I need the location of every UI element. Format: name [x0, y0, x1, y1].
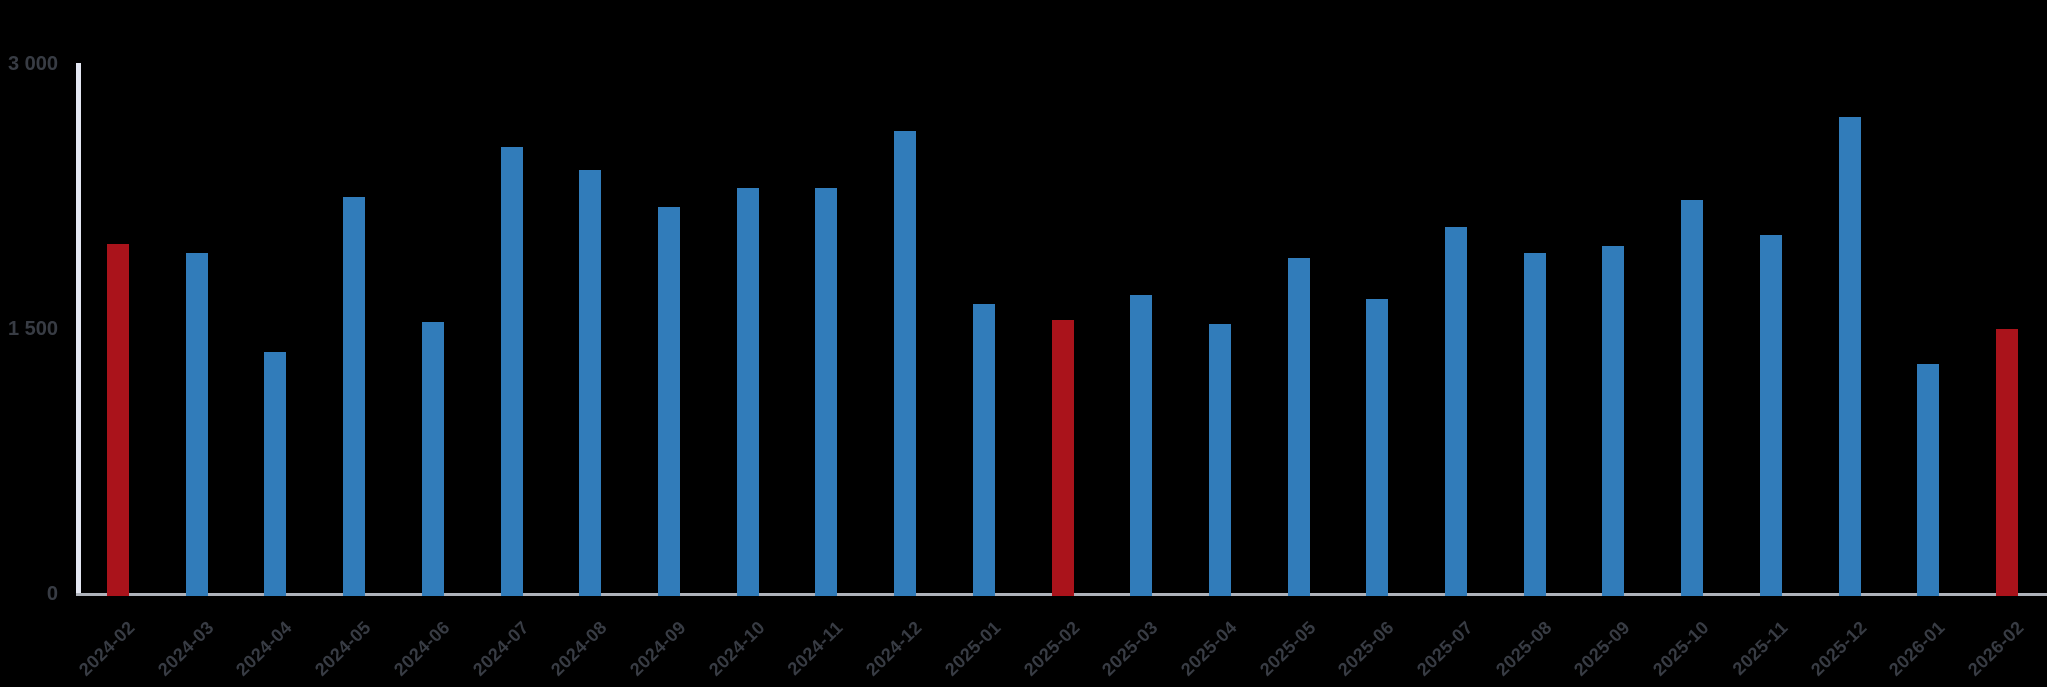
- bar-2025-10: [1681, 200, 1703, 596]
- bar-2024-09: [658, 207, 680, 596]
- x-tick-label: 2025-10: [1648, 617, 1713, 680]
- x-tick-label: 2024-07: [468, 617, 533, 680]
- x-tick-label: 2025-07: [1412, 617, 1477, 680]
- y-tick-label: 3 000: [7, 53, 58, 75]
- x-tick-label: 2024-06: [389, 617, 454, 680]
- x-tick-label: 2026-01: [1884, 617, 1949, 680]
- x-tick-label: 2025-04: [1176, 617, 1241, 680]
- x-tick-label: 2025-06: [1333, 617, 1398, 680]
- x-tick-label: 2024-10: [704, 617, 769, 680]
- bar-2025-03: [1130, 295, 1152, 596]
- bar-2025-07: [1445, 227, 1467, 596]
- x-tick-label: 2024-04: [231, 617, 296, 680]
- bar-2026-01: [1917, 364, 1939, 596]
- y-axis-line: [76, 63, 81, 596]
- bar-2024-10: [737, 188, 759, 596]
- bar-2024-12: [894, 131, 916, 596]
- bar-2024-11: [815, 188, 837, 596]
- x-tick-label: 2025-11: [1728, 617, 1792, 680]
- bar-2024-05: [343, 197, 365, 596]
- bar-2025-09: [1602, 246, 1624, 596]
- bar-2025-06: [1366, 299, 1388, 596]
- bar-2025-08: [1524, 253, 1546, 596]
- bar-2025-05: [1288, 258, 1310, 596]
- bar-2024-02: [107, 244, 129, 596]
- bar-2026-02: [1996, 329, 2018, 596]
- x-tick-label: 2024-02: [74, 617, 139, 680]
- x-tick-label: 2026-02: [1963, 617, 2028, 680]
- x-tick-label: 2025-02: [1019, 617, 1084, 680]
- x-tick-label: 2024-09: [625, 617, 690, 680]
- x-tick-label: 2025-05: [1255, 617, 1320, 680]
- x-tick-label: 2025-08: [1491, 617, 1556, 680]
- x-tick-label: 2024-11: [783, 617, 847, 680]
- x-tick-label: 2024-03: [153, 617, 218, 680]
- bar-2024-08: [579, 170, 601, 596]
- x-tick-label: 2025-03: [1097, 617, 1162, 680]
- x-tick-label: 2025-12: [1806, 617, 1871, 680]
- bar-2025-01: [973, 304, 995, 596]
- bar-2024-04: [264, 352, 286, 596]
- x-tick-label: 2025-09: [1569, 617, 1634, 680]
- y-tick-label: 1 500: [7, 318, 58, 340]
- bar-2025-04: [1209, 324, 1231, 596]
- bar-2025-02: [1052, 320, 1074, 596]
- x-tick-label: 2025-01: [940, 617, 1005, 680]
- bar-2024-07: [501, 147, 523, 596]
- bar-2024-06: [422, 322, 444, 596]
- y-tick-label: 0: [46, 583, 58, 605]
- bar-2025-11: [1760, 235, 1782, 596]
- x-tick-label: 2024-08: [546, 617, 611, 680]
- x-tick-label: 2024-12: [861, 617, 926, 680]
- bar-2025-12: [1839, 117, 1861, 596]
- x-tick-label: 2024-05: [310, 617, 375, 680]
- bar-2024-03: [186, 253, 208, 596]
